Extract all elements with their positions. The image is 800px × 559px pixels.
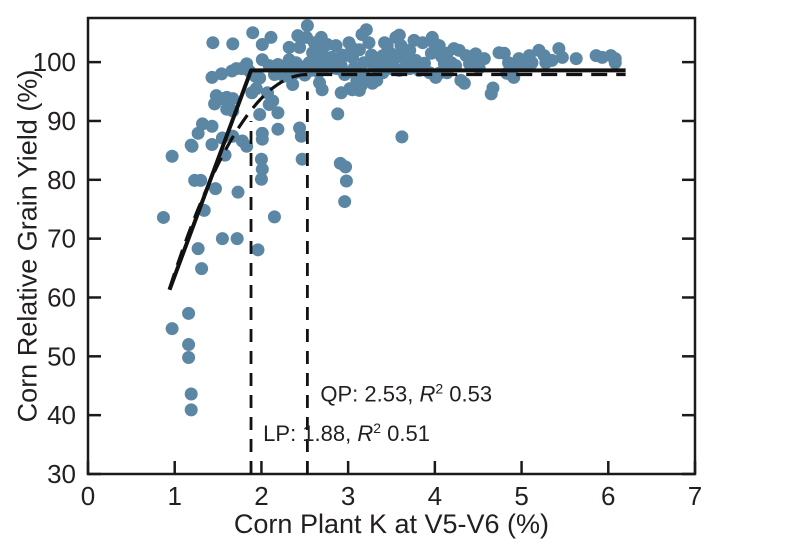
data-point (255, 37, 269, 51)
annotation-lp-label: LP: 1.88, R2 0.51 (263, 420, 430, 446)
data-point (545, 53, 559, 67)
data-point (608, 56, 622, 70)
data-point (520, 53, 534, 67)
data-point (286, 77, 300, 91)
data-point (205, 138, 219, 152)
data-point (253, 107, 267, 121)
y-tick-label: 80 (47, 165, 76, 195)
data-point (253, 71, 267, 85)
x-tick-label: 1 (167, 481, 181, 511)
data-point (182, 338, 196, 352)
data-point (395, 130, 409, 144)
data-point (397, 50, 411, 64)
data-point (569, 52, 583, 66)
data-point (339, 160, 353, 174)
data-point (206, 36, 220, 50)
data-point (346, 46, 360, 60)
y-tick-label: 60 (47, 282, 76, 312)
x-tick-label: 7 (688, 481, 702, 511)
data-point (295, 152, 309, 166)
x-tick-label: 2 (254, 481, 268, 511)
data-point (332, 55, 346, 69)
data-point (300, 19, 314, 33)
x-tick-label: 3 (341, 481, 355, 511)
data-point (191, 242, 205, 256)
data-point (165, 322, 179, 336)
data-point (156, 210, 170, 224)
data-point (266, 94, 280, 108)
data-point (264, 30, 278, 44)
data-point (507, 70, 521, 84)
data-point (231, 185, 245, 199)
data-point (195, 262, 209, 276)
data-point (182, 350, 196, 364)
data-point (249, 82, 263, 96)
annotation-qp-label: QP: 2.53, R2 0.53 (320, 381, 492, 407)
y-tick-label: 90 (47, 106, 76, 136)
data-point (182, 306, 196, 320)
y-tick-label: 50 (47, 341, 76, 371)
data-point (215, 232, 229, 246)
x-tick-label: 6 (601, 481, 615, 511)
data-point (246, 26, 260, 40)
data-point (251, 243, 265, 257)
data-point (338, 195, 352, 209)
data-point (359, 23, 373, 37)
data-point (165, 149, 179, 163)
data-point (254, 152, 268, 166)
lp-fit-line (167, 68, 626, 291)
data-point (357, 56, 371, 70)
y-tick-label: 30 (47, 459, 76, 489)
data-point (417, 56, 431, 70)
data-point (184, 387, 198, 401)
data-point (255, 162, 269, 176)
y-axis-label: Corn Relative Grain Yield (%) (12, 69, 43, 423)
data-point (184, 403, 198, 417)
x-tick-label: 0 (81, 481, 95, 511)
data-point (435, 50, 449, 64)
data-point (486, 81, 500, 95)
x-axis-label: Corn Plant K at V5-V6 (%) (233, 509, 550, 539)
data-point (205, 119, 219, 133)
data-point (255, 126, 269, 140)
data-point (230, 232, 244, 246)
data-point (362, 36, 376, 50)
data-point (194, 173, 208, 187)
x-tick-label: 5 (514, 481, 528, 511)
data-point (331, 107, 345, 121)
data-point (329, 39, 343, 53)
data-point (315, 83, 329, 97)
data-point (271, 106, 285, 120)
y-tick-label: 70 (47, 224, 76, 254)
data-point (208, 182, 222, 196)
x-tick-label: 4 (428, 481, 442, 511)
data-point (254, 172, 268, 186)
y-tick-label: 100 (33, 47, 76, 77)
data-point (392, 28, 406, 42)
data-point (381, 58, 395, 72)
data-point (457, 76, 471, 90)
data-point (271, 122, 285, 136)
data-point (226, 37, 240, 51)
y-tick-label: 40 (47, 400, 76, 430)
data-point (215, 67, 229, 81)
data-point (555, 50, 569, 64)
data-point (226, 92, 240, 106)
data-point (282, 40, 296, 54)
data-point (469, 47, 483, 61)
data-point (339, 174, 353, 188)
data-point (267, 210, 281, 224)
data-point (294, 129, 308, 143)
data-point (185, 139, 199, 153)
plot-frame (86, 16, 697, 476)
data-point (293, 40, 307, 54)
data-point (416, 36, 430, 50)
